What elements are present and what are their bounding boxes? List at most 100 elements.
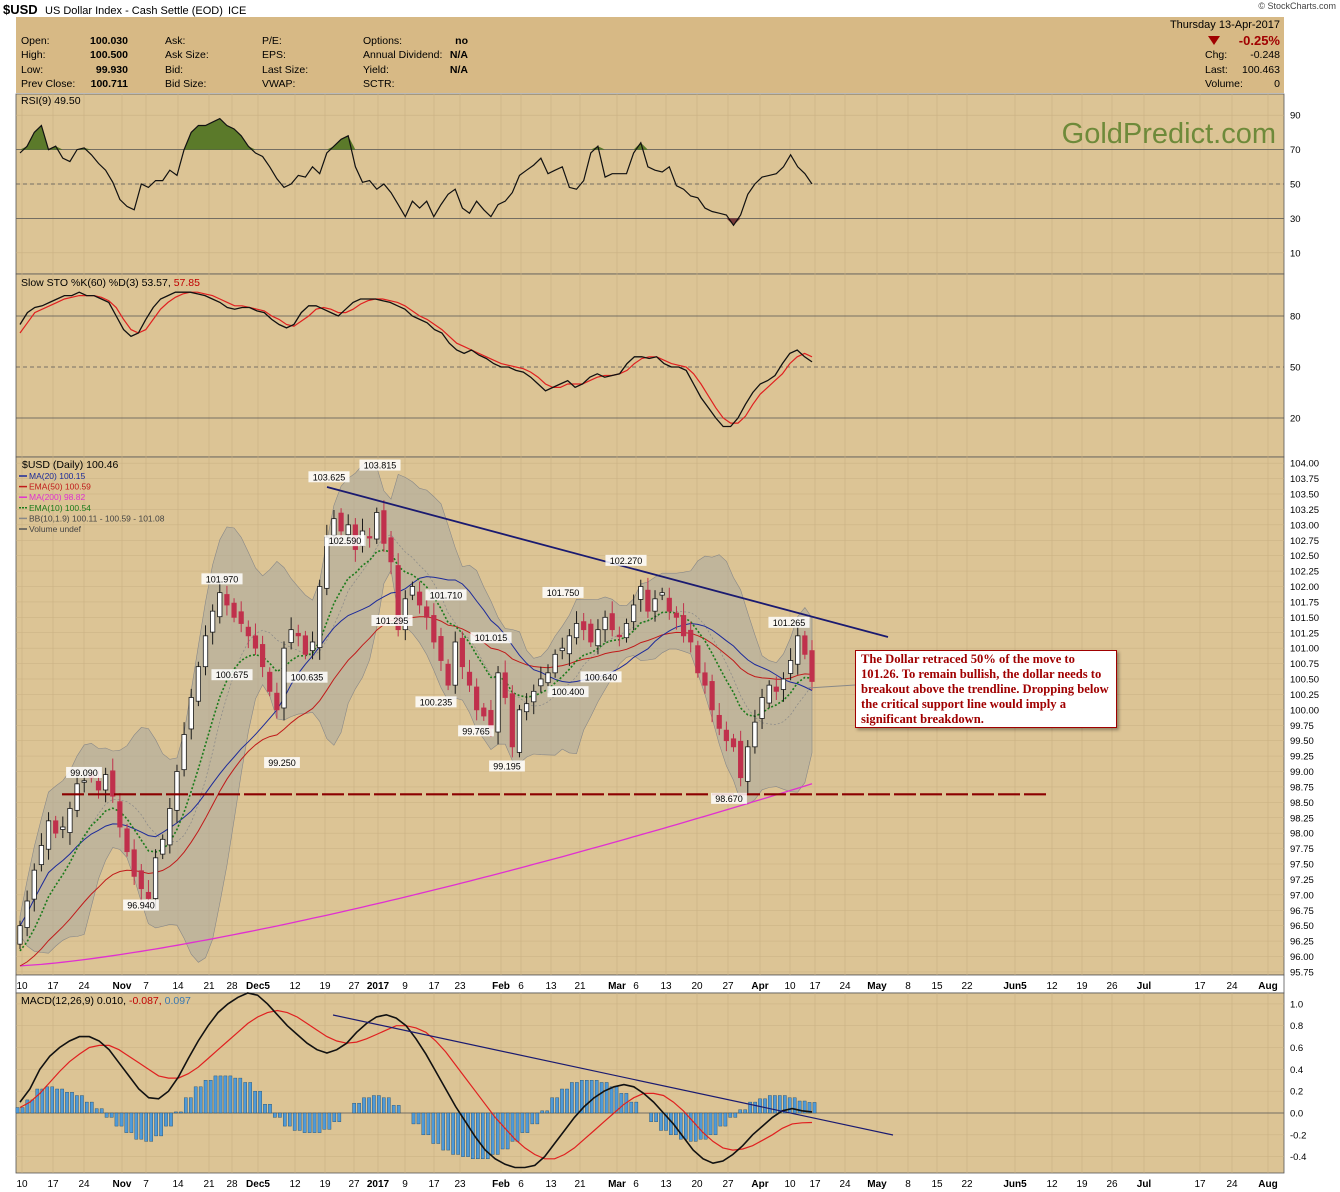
macd-histogram-bar (332, 1112, 337, 1122)
candle-body (381, 510, 387, 544)
candle-body (245, 626, 251, 637)
candle-body (509, 693, 515, 748)
macd-histogram-bar (421, 1112, 426, 1136)
y-tick-label: 30 (1290, 214, 1301, 225)
x-tick-label: Jul (1137, 981, 1152, 992)
x-tick-label: 26 (1106, 981, 1118, 992)
candle-body (759, 697, 765, 719)
macd-histogram-bar (807, 1102, 812, 1114)
macd-histogram-bar (203, 1080, 208, 1114)
x-tick-label: 22 (961, 981, 973, 992)
sto-title: Slow STO %K(60) %D(3) 53.57, 57.85 (21, 277, 200, 289)
x-tick-label: 14 (172, 981, 184, 992)
price-chart: 99.090 96.940 101.970 100.675 99.250 100.635 1… (17, 459, 1046, 967)
candle-body (53, 820, 59, 834)
y-tick-label: 98.50 (1290, 798, 1314, 809)
x-tick-label: 6 (633, 1179, 639, 1190)
y-tick-label: 0.0 (1290, 1109, 1303, 1120)
macd-histogram-bar (431, 1112, 436, 1144)
macd-histogram-bar (550, 1097, 554, 1114)
x-tick-label: Jun5 (1003, 1179, 1027, 1190)
macd-histogram-bar (302, 1112, 307, 1133)
x-tick-label: 15 (931, 1179, 943, 1190)
y-tick-label: 100.50 (1290, 675, 1319, 686)
macd-histogram-bar (174, 1111, 178, 1114)
stockcharts-credit: © StockCharts.com (1258, 1, 1336, 11)
macd-histogram-bar (476, 1112, 480, 1160)
macd-histogram-bar (84, 1101, 89, 1114)
price-label: 100.635 (291, 673, 324, 683)
x-tick-label: 7 (143, 1179, 149, 1190)
candle-body (466, 671, 473, 686)
macd-histogram-bar (570, 1082, 574, 1114)
candle-body (709, 681, 715, 711)
macd-histogram-bar (768, 1095, 772, 1114)
price-label: 100.235 (420, 697, 453, 707)
candle-body (474, 686, 480, 711)
macd-histogram-bar (119, 1112, 124, 1127)
candle-body (124, 828, 130, 853)
legend-entry: Volume undef (29, 524, 82, 534)
header-left-stats: Open: 100.030 High: 100.500 Low: 99.930 Prev C… (21, 35, 128, 90)
macd-histogram-bar (411, 1112, 416, 1125)
price-label-box (605, 554, 647, 566)
candle-body (723, 729, 729, 742)
x-tick-label: 24 (839, 981, 851, 992)
macd-histogram-bar (604, 1082, 609, 1114)
macd-histogram-bar (629, 1101, 634, 1114)
candle-body (374, 512, 380, 540)
macd-histogram-bar (589, 1080, 594, 1114)
sto-k-line (19, 291, 813, 428)
x-tick-label: 13 (545, 981, 557, 992)
y-tick-label: -0.4 (1290, 1152, 1306, 1163)
macd-histogram-bar (154, 1112, 158, 1137)
change-percent: -0.25% (1239, 33, 1281, 48)
candle-body (210, 610, 216, 633)
macd-histogram-bar (698, 1112, 703, 1140)
candle-body (616, 634, 622, 638)
y-tick-label: 50 (1290, 363, 1301, 374)
sto-panel (15, 273, 1285, 458)
x-tick-label: 17 (47, 1179, 59, 1190)
candle-body (588, 623, 594, 643)
x-tick-label: Aug (1258, 1179, 1277, 1190)
candle-body (673, 612, 680, 618)
symbol: $USD (3, 2, 38, 17)
x-tick-label: 15 (931, 981, 943, 992)
y-tick-label: 102.75 (1290, 536, 1319, 547)
stat-label: Low: (21, 64, 43, 76)
macd-histogram-bar (783, 1095, 787, 1114)
x-tick-label: Nov (113, 1179, 132, 1190)
candle-body (309, 641, 316, 652)
price-label-box (711, 792, 747, 804)
macd-histogram-bar (104, 1112, 109, 1118)
x-tick-label: Aug (1258, 981, 1277, 992)
candle-body (802, 635, 808, 655)
candle-body (702, 672, 708, 686)
y-tick-label: 20 (1290, 414, 1301, 425)
x-tick-label: 22 (961, 1179, 973, 1190)
candle-body (780, 678, 787, 690)
y-tick-label: 99.75 (1290, 721, 1314, 732)
candle-body (666, 597, 672, 612)
macd-histogram-bar (634, 1101, 639, 1114)
x-tick-label: 17 (809, 981, 821, 992)
macd-histogram-bar (109, 1112, 114, 1118)
ema10-line (19, 549, 813, 952)
x-tick-label: 23 (454, 981, 466, 992)
macd-histogram-bar (441, 1112, 446, 1151)
x-tick-label: 13 (660, 1179, 672, 1190)
price-label-box (415, 696, 457, 708)
macd-histogram-bar (228, 1075, 233, 1114)
header-background (16, 17, 1284, 93)
macd-histogram-bar (466, 1112, 470, 1157)
header-mid-labels: Ask: Ask Size: Bid: Bid Size: (165, 35, 209, 90)
x-tick-label: 6 (518, 981, 524, 992)
candle-body (602, 616, 608, 631)
candle-body (631, 604, 637, 623)
x-tick-label: 27 (722, 1179, 734, 1190)
macd-histogram-bar (693, 1112, 698, 1142)
macd-histogram-bar (773, 1095, 777, 1114)
macd-histogram-bar (708, 1112, 713, 1136)
